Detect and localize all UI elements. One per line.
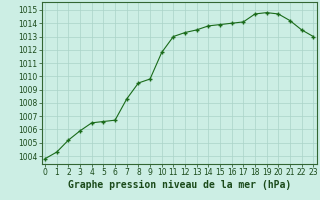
X-axis label: Graphe pression niveau de la mer (hPa): Graphe pression niveau de la mer (hPa) (68, 180, 291, 190)
